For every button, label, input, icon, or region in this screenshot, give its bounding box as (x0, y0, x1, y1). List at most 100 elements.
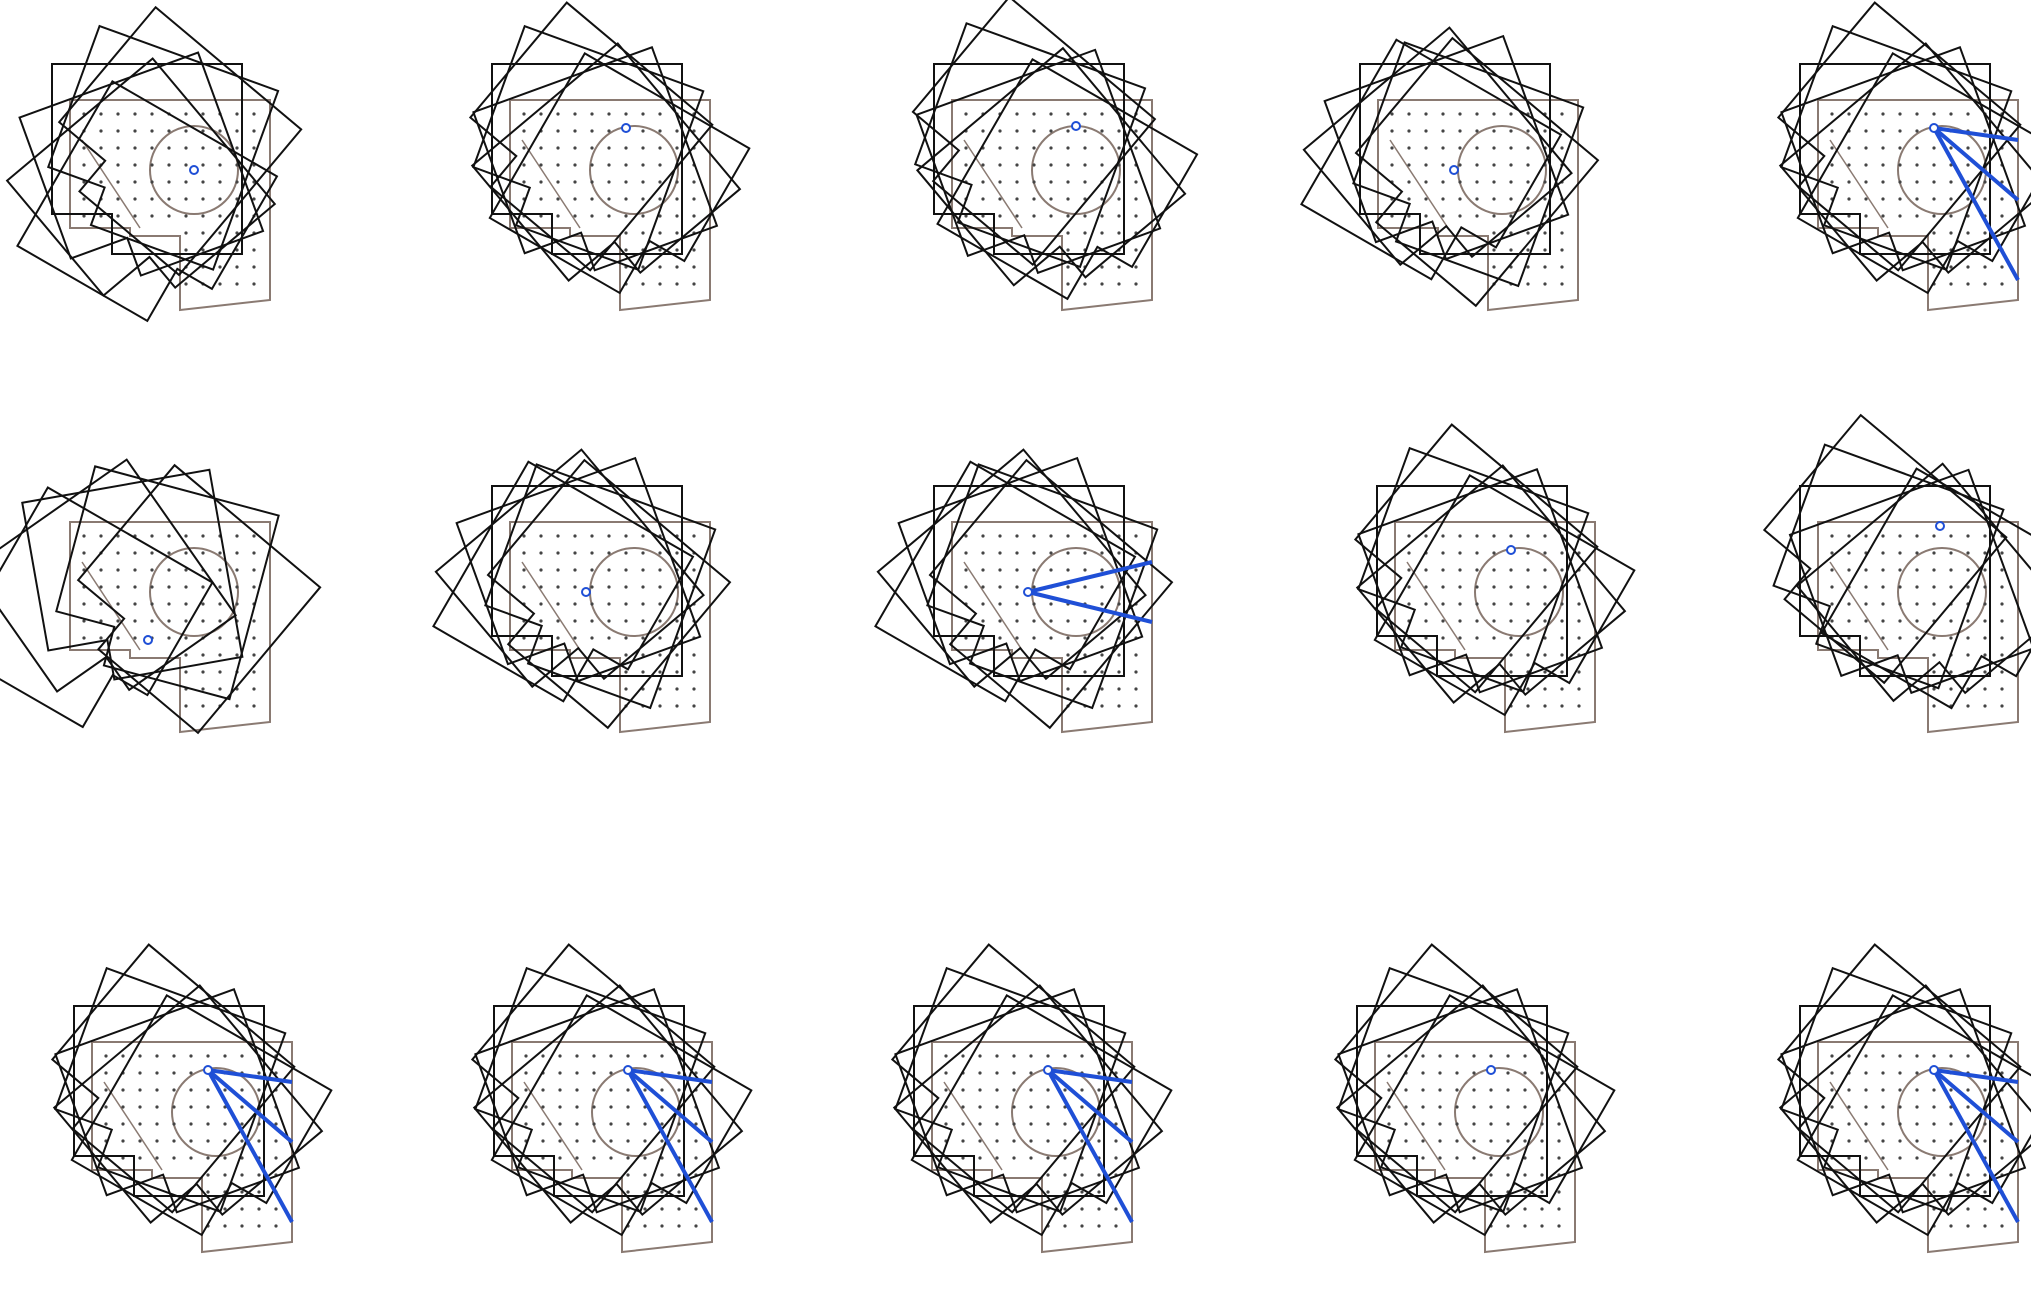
grid-dot (1932, 146, 1936, 150)
grid-dot (1015, 585, 1019, 589)
grid-dot (1949, 265, 1953, 269)
grid-dot (944, 1071, 948, 1075)
grid-dot (1029, 1054, 1033, 1058)
grid-dot (274, 1156, 278, 1160)
grid-dot (641, 670, 645, 674)
panel-r2c2 (432, 448, 732, 734)
grid-dot (82, 602, 86, 606)
grid-dot (167, 197, 171, 201)
floor-plan-diagonal (963, 139, 1023, 229)
grid-dot (1864, 163, 1868, 167)
grid-dot (1492, 163, 1496, 167)
pivot-point (1935, 521, 1945, 531)
grid-dot (116, 197, 120, 201)
grid-dot (1509, 112, 1513, 116)
grid-dot (692, 180, 696, 184)
grid-dot (1543, 602, 1547, 606)
grid-dot (1847, 534, 1851, 538)
grid-dot (1117, 282, 1121, 286)
grid-dot (641, 585, 645, 589)
grid-dot (675, 231, 679, 235)
grid-dot (116, 585, 120, 589)
grid-dot (677, 1139, 681, 1143)
pivot-point (1506, 545, 1516, 555)
grid-dot (121, 1122, 125, 1126)
grid-dot (235, 636, 239, 640)
grid-dot (1577, 602, 1581, 606)
grid-dot (998, 180, 1002, 184)
rotated-outline (915, 48, 1162, 275)
grid-dot (116, 214, 120, 218)
grid-dot (641, 534, 645, 538)
grid-dot (624, 112, 628, 116)
grid-dot (641, 214, 645, 218)
grid-dot (609, 1105, 613, 1109)
grid-dot (1424, 112, 1428, 116)
grid-dot (1032, 636, 1036, 640)
grid-dot (1526, 129, 1530, 133)
grid-dot (1489, 1088, 1493, 1092)
grid-dot (235, 265, 239, 269)
grid-dot (1455, 1156, 1459, 1160)
grid-dot (539, 214, 543, 218)
grid-dot (184, 112, 188, 116)
grid-dot (235, 180, 239, 184)
grid-dot (1560, 653, 1564, 657)
grid-dot (1830, 568, 1834, 572)
grid-dot (624, 534, 628, 538)
highlight-ray (1933, 1068, 2019, 1084)
grid-dot (1421, 1156, 1425, 1160)
grid-dot (1117, 231, 1121, 235)
grid-dot (1097, 1224, 1101, 1228)
grid-dot (201, 619, 205, 623)
highlight-ray (1047, 1068, 1133, 1084)
grid-dot (189, 1122, 193, 1126)
grid-dot (2000, 282, 2004, 286)
grid-dot (1915, 602, 1919, 606)
grid-dot (1881, 112, 1885, 116)
grid-dot (607, 602, 611, 606)
grid-dot (641, 653, 645, 657)
grid-dot (998, 636, 1002, 640)
grid-dot (573, 112, 577, 116)
grid-dot (1523, 1190, 1527, 1194)
grid-dot (1966, 1224, 1970, 1228)
grid-dot (1049, 602, 1053, 606)
pivot-point (1071, 121, 1081, 131)
grid-dot (1387, 1088, 1391, 1092)
panel-r2c4 (1353, 423, 1636, 734)
grid-dot (2000, 704, 2004, 708)
grid-dot (1526, 602, 1530, 606)
rotated-outline (1796, 994, 2031, 1237)
grid-dot (1577, 687, 1581, 691)
grid-dot (1441, 551, 1445, 555)
grid-dot (1032, 619, 1036, 623)
grid-dot (556, 180, 560, 184)
grid-dot (1424, 534, 1428, 538)
grid-dot (556, 568, 560, 572)
grid-dot (1509, 180, 1513, 184)
grid-dot (1475, 129, 1479, 133)
grid-dot (116, 180, 120, 184)
grid-dot (1492, 248, 1496, 252)
grid-dot (1080, 1139, 1084, 1143)
grid-dot (2000, 1224, 2004, 1228)
grid-dot (592, 1105, 596, 1109)
grid-dot (1966, 112, 1970, 116)
grid-dot (944, 1054, 948, 1058)
grid-dot (1526, 636, 1530, 640)
grid-dot (1083, 197, 1087, 201)
grid-dot (1117, 180, 1121, 184)
grid-dot (1915, 568, 1919, 572)
grid-dot (1066, 687, 1070, 691)
grid-dot (1966, 180, 1970, 184)
grid-dot (1438, 1139, 1442, 1143)
grid-dot (1097, 1190, 1101, 1194)
grid-dot (658, 146, 662, 150)
grid-dot (573, 585, 577, 589)
grid-dot (1526, 146, 1530, 150)
grid-dot (1100, 214, 1104, 218)
grid-dot (1421, 1105, 1425, 1109)
grid-dot (150, 568, 154, 572)
grid-dot (1015, 568, 1019, 572)
